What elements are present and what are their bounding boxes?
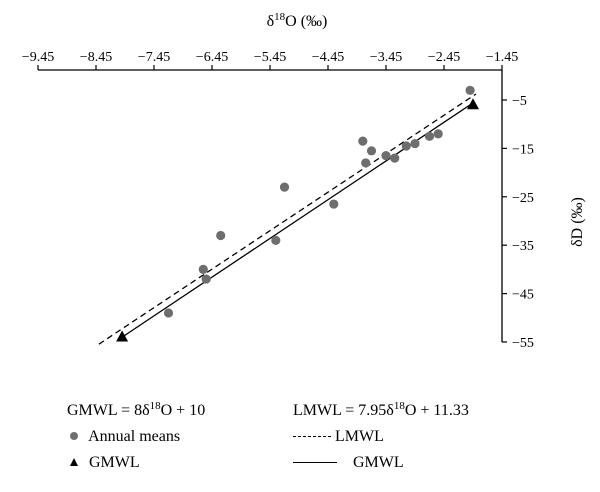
y-tick-label: −15: [512, 142, 534, 157]
x-axis-title: δ18O (‰): [267, 11, 328, 30]
annual-mean-point: [329, 199, 339, 209]
annual-mean-point: [279, 182, 290, 192]
x-tick-label: −5.45: [254, 50, 286, 65]
x-axis: −9.45 −8.45 −7.45 −6.45 −5.45 −4.45 −3.45 −2.45…: [22, 50, 518, 71]
annual-mean-point: [433, 129, 443, 139]
lmwl-dashed-line: [98, 93, 477, 345]
x-tick-label: −9.45: [22, 50, 54, 65]
fit-lines: [98, 93, 477, 345]
data-points: [116, 85, 479, 342]
annual-mean-point: [361, 158, 371, 168]
x-tick-label: −1.45: [486, 50, 518, 65]
annual-mean-point: [271, 235, 281, 245]
y-tick-label: −55: [512, 336, 534, 351]
annual-mean-point: [401, 141, 411, 151]
legend-lmwl-equation: LMWL = 7.95δ18O + 11.33: [293, 400, 469, 420]
y-tick-label: −45: [512, 288, 534, 303]
y-axis-title: δD (‰): [569, 197, 586, 247]
annual-mean-point: [358, 136, 368, 146]
gmwl-solid-line: [121, 102, 474, 338]
solid-line-icon: [293, 462, 337, 463]
gmwl-triangle-point: [116, 330, 129, 342]
annual-mean-point: [198, 264, 208, 274]
annual-mean-point: [366, 146, 377, 156]
annual-mean-point: [390, 153, 400, 163]
x-tick-label: −6.45: [196, 50, 228, 65]
annual-mean-point: [465, 85, 475, 95]
annual-mean-point: [381, 151, 391, 161]
triangle-marker-icon: [70, 458, 78, 466]
gmwl-triangle-point: [467, 98, 479, 110]
x-tick-label: −2.45: [428, 50, 460, 65]
annual-mean-point: [424, 131, 435, 141]
annual-mean-point: [410, 138, 420, 149]
y-tick-label: −25: [512, 191, 534, 206]
dashed-line-icon: [293, 436, 331, 437]
legend-annual-means: Annual means: [63, 428, 180, 446]
annual-mean-point: [201, 274, 211, 284]
x-tick-label: −3.45: [370, 50, 402, 65]
legend-gmwl-equation: GMWL = 8δ18O + 10: [67, 400, 206, 420]
x-tick-label: −8.45: [80, 50, 112, 65]
legend-lmwl-line: LMWL: [293, 428, 384, 446]
x-tick-label: −7.45: [138, 50, 170, 65]
legend-gmwl-point: GMWL: [63, 454, 140, 472]
annual-mean-point: [216, 230, 226, 241]
y-tick-label: −35: [512, 239, 534, 254]
annual-mean-point: [163, 308, 174, 318]
y-tick-label: −5: [512, 94, 527, 109]
y-axis: −5 −15 −25 −35 −45 −55: [501, 70, 534, 351]
circle-marker-icon: [70, 432, 78, 440]
x-tick-label: −4.45: [312, 50, 344, 65]
legend-gmwl-line: GMWL: [293, 454, 404, 472]
